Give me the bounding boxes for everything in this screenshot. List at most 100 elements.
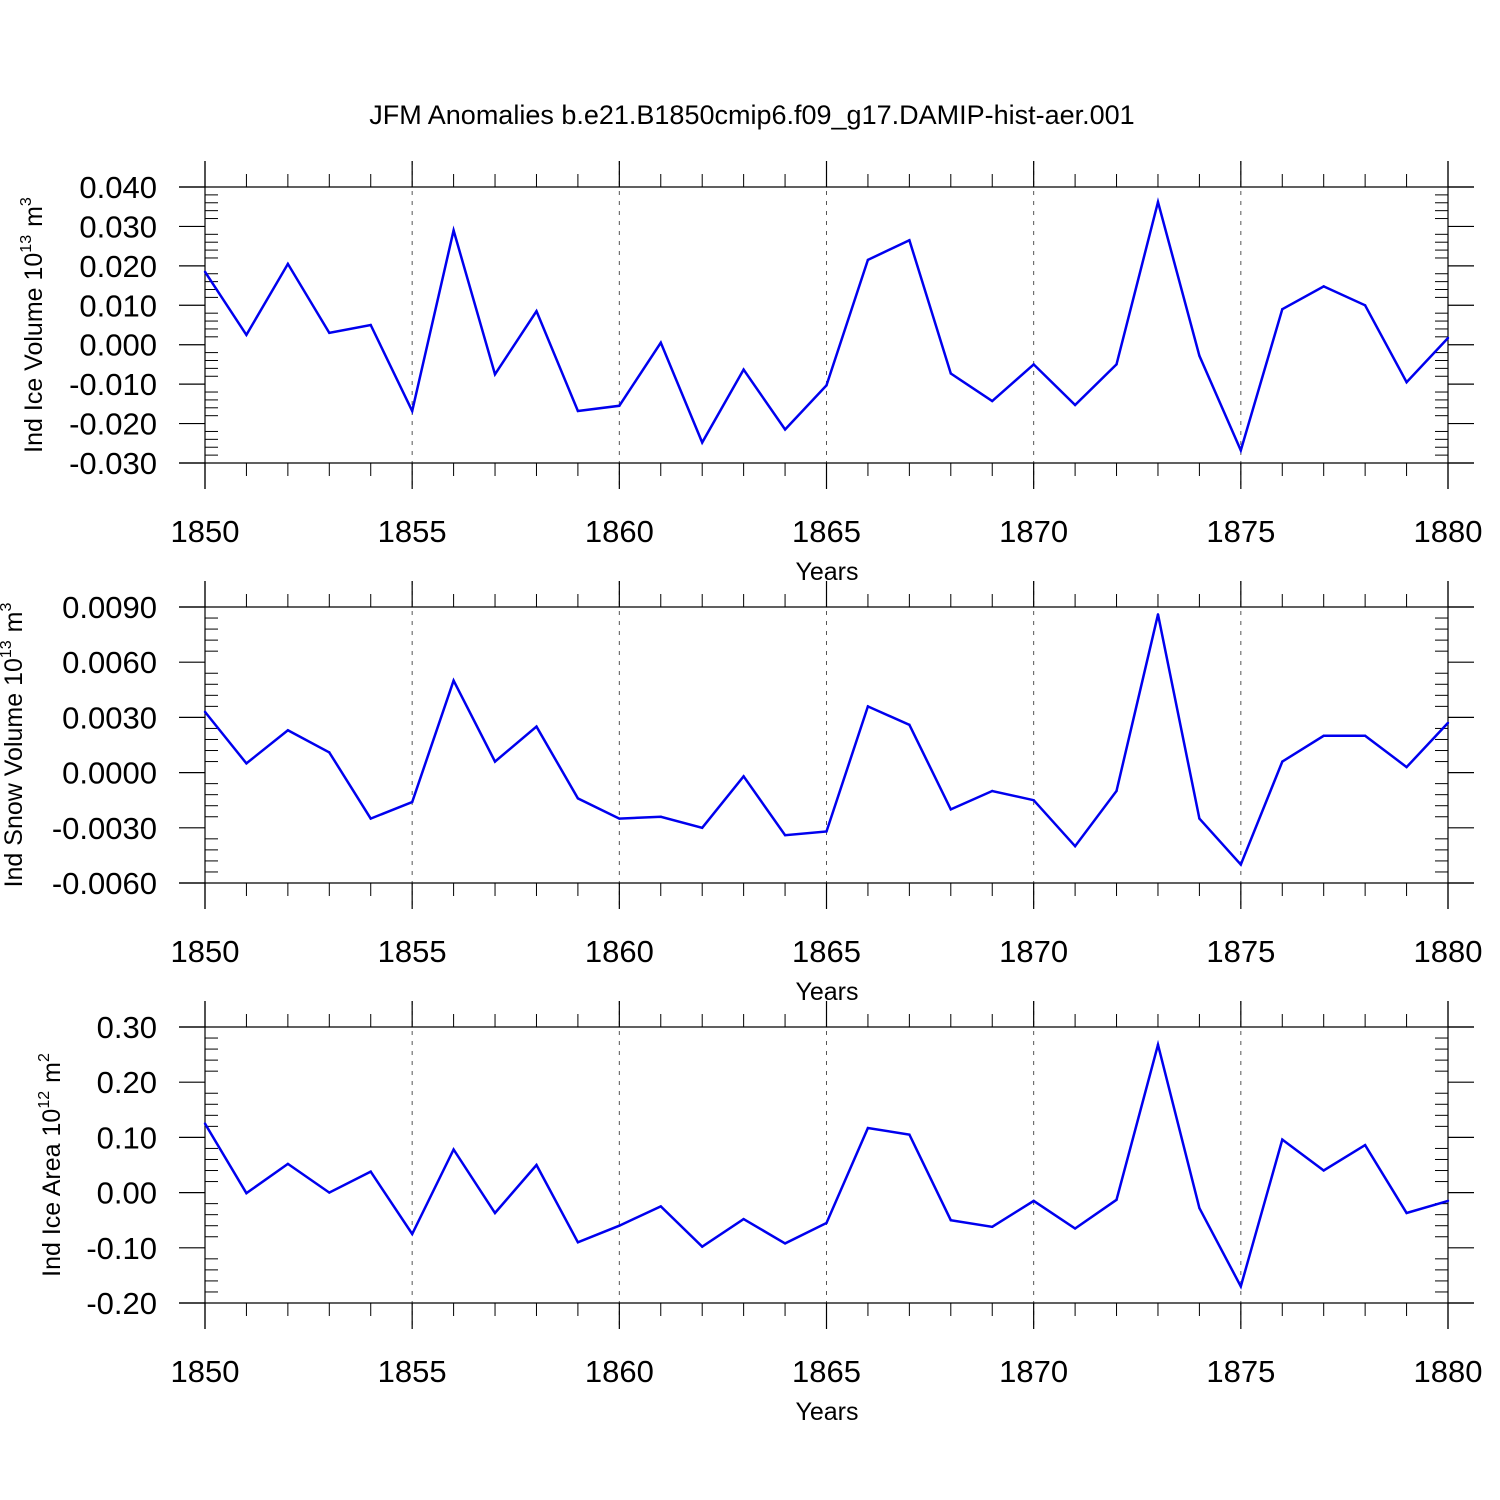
data-point xyxy=(535,725,538,728)
data-point xyxy=(991,1225,994,1229)
x-tick-label: 1865 xyxy=(792,1354,861,1389)
x-tick-label: 1870 xyxy=(999,1354,1068,1389)
data-point xyxy=(1281,1138,1284,1141)
data-point xyxy=(1032,1199,1035,1203)
x-tick-label: 1880 xyxy=(1414,514,1483,549)
y-tick-label: -0.20 xyxy=(86,1286,157,1321)
y-axis-label: Ind Snow Volume 1013 m3 xyxy=(0,602,28,887)
x-tick-label: 1880 xyxy=(1414,1354,1483,1389)
x-tick-label: 1865 xyxy=(792,514,861,549)
data-point xyxy=(1073,1227,1077,1230)
data-point xyxy=(908,239,911,242)
data-point xyxy=(1115,789,1118,793)
y-axis-label: Ind Ice Volume 1013 m3 xyxy=(18,197,48,453)
data-point xyxy=(825,384,828,387)
data-point xyxy=(452,229,455,232)
y-axis-label: Ind Ice Area 1012 m2 xyxy=(36,1053,66,1277)
data-point xyxy=(1239,863,1243,866)
data-point xyxy=(535,1163,538,1167)
x-tick-label: 1870 xyxy=(999,514,1068,549)
y-tick-label: -0.030 xyxy=(69,446,157,481)
data-point xyxy=(1281,760,1284,763)
y-tick-label: 0.20 xyxy=(97,1065,157,1100)
data-point xyxy=(1156,200,1160,204)
data-point xyxy=(991,789,994,793)
data-point xyxy=(286,262,290,266)
y-axis-label-unit-exp: 3 xyxy=(18,197,35,206)
data-point xyxy=(1363,304,1367,307)
data-point xyxy=(1405,380,1408,384)
y-tick-label: 0.030 xyxy=(79,209,157,244)
data-point xyxy=(1032,799,1035,802)
data-point xyxy=(1073,403,1077,407)
data-point xyxy=(1322,285,1325,288)
data-point xyxy=(286,729,290,732)
data-point xyxy=(1363,1143,1367,1147)
x-tick-label: 1875 xyxy=(1206,934,1275,969)
y-axis-label-exp: 13 xyxy=(18,235,35,253)
data-point xyxy=(369,817,372,820)
x-tick-label: 1875 xyxy=(1206,1354,1275,1389)
data-point xyxy=(742,1217,745,1221)
data-point xyxy=(1239,449,1243,452)
y-tick-label: -0.10 xyxy=(86,1231,157,1266)
data-point xyxy=(825,830,828,833)
x-tick-label: 1850 xyxy=(171,1354,240,1389)
data-point xyxy=(410,1232,414,1236)
data-point xyxy=(742,368,745,371)
x-tick-label: 1850 xyxy=(171,514,240,549)
data-point xyxy=(949,808,952,811)
data-point xyxy=(866,705,870,708)
data-point xyxy=(1446,336,1450,340)
data-point xyxy=(659,1205,662,1208)
data-point xyxy=(203,710,207,714)
chart-title: JFM Anomalies b.e21.B1850cmip6.f09_g17.D… xyxy=(369,100,1134,130)
data-point xyxy=(659,815,662,818)
y-tick-label: 0.0030 xyxy=(62,700,157,735)
x-axis-label: Years xyxy=(795,1398,858,1426)
data-point xyxy=(1032,363,1035,366)
data-point xyxy=(1198,817,1201,820)
y-tick-label: 0.00 xyxy=(97,1176,157,1211)
y-tick-label: -0.0030 xyxy=(52,811,157,846)
data-point xyxy=(701,441,704,444)
data-point xyxy=(1446,1199,1450,1203)
data-point xyxy=(825,1221,828,1225)
data-point xyxy=(1073,845,1077,848)
y-tick-label: 0.10 xyxy=(97,1120,157,1155)
data-point xyxy=(701,1245,704,1248)
y-tick-label: 0.0090 xyxy=(62,590,157,625)
y-axis-label-unit-exp: 3 xyxy=(0,602,15,611)
data-point xyxy=(1281,308,1284,311)
data-point xyxy=(1405,1211,1408,1215)
data-point xyxy=(949,1219,952,1222)
data-point xyxy=(618,1224,621,1227)
data-point xyxy=(328,751,331,754)
y-tick-label: 0.0000 xyxy=(62,756,157,791)
data-point xyxy=(245,333,248,337)
data-point xyxy=(1115,363,1118,366)
x-tick-label: 1855 xyxy=(378,1354,447,1389)
data-point xyxy=(203,1122,207,1125)
data-point xyxy=(576,797,580,800)
data-point xyxy=(410,409,414,413)
data-point xyxy=(1322,734,1325,737)
data-point xyxy=(1405,765,1408,769)
data-point xyxy=(1198,354,1201,357)
data-point xyxy=(618,817,621,820)
x-tick-label: 1875 xyxy=(1206,514,1275,549)
data-point xyxy=(328,331,331,335)
data-point xyxy=(866,1126,870,1130)
data-point xyxy=(1156,613,1160,616)
y-axis-label-unit-exp: 2 xyxy=(36,1053,53,1062)
data-point xyxy=(1198,1206,1201,1210)
y-axis-label-unit: m xyxy=(38,1062,66,1083)
data-point xyxy=(991,399,994,403)
data-point xyxy=(286,1162,290,1166)
data-point xyxy=(1446,721,1450,725)
y-tick-label: -0.0060 xyxy=(52,866,157,901)
y-tick-label: 0.020 xyxy=(79,249,157,284)
x-tick-label: 1855 xyxy=(378,934,447,969)
data-point xyxy=(1239,1285,1243,1288)
